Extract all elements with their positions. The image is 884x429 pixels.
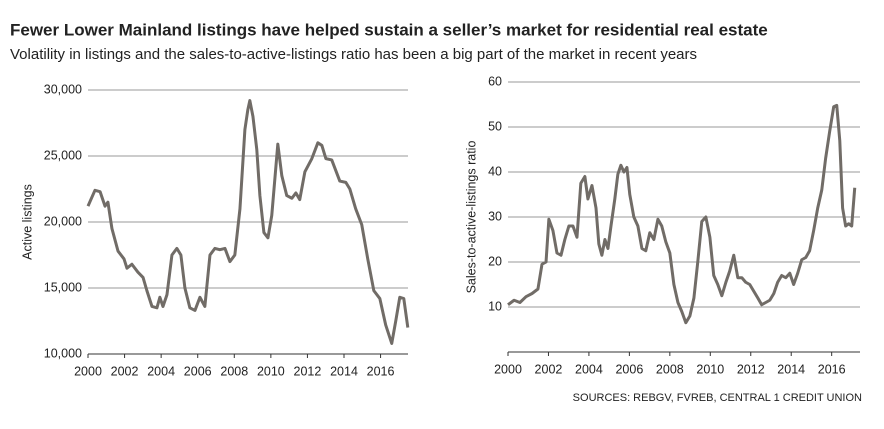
data-line <box>86 99 410 345</box>
y-tick-label: 15,000 <box>44 280 82 294</box>
x-tick-label: 2016 <box>367 364 395 378</box>
y-tick-label: 20 <box>488 254 502 268</box>
y-axis-label: Sales-to-active-listings ratio <box>464 141 478 294</box>
source: SOURCES: REBGV, FVREB, CENTRAL 1 CREDIT … <box>573 392 862 404</box>
y-tick-label: 30,000 <box>44 82 82 96</box>
title: Fewer Lower Mainland listings have helpe… <box>10 20 768 39</box>
y-tick-label: 25,000 <box>44 148 82 162</box>
x-tick-label: 2010 <box>257 364 285 378</box>
x-tick-label: 2014 <box>330 364 358 378</box>
y-tick-label: 10,000 <box>44 346 82 360</box>
x-tick-label: 2014 <box>777 362 805 376</box>
x-tick-label: 2016 <box>818 362 846 376</box>
y-tick-label: 40 <box>488 164 502 178</box>
x-tick-label: 2008 <box>656 362 684 376</box>
x-tick-label: 2008 <box>220 364 248 378</box>
y-tick-label: 50 <box>488 119 502 133</box>
y-tick-label: 20,000 <box>44 214 82 228</box>
subtitle: Volatility in listings and the sales-to-… <box>10 46 697 63</box>
x-tick-label: 2012 <box>737 362 765 376</box>
x-tick-label: 2002 <box>535 362 563 376</box>
y-tick-label: 60 <box>488 74 502 88</box>
y-axis-label: Active listings <box>20 184 34 260</box>
x-tick-label: 2004 <box>147 364 175 378</box>
x-tick-label: 2010 <box>696 362 724 376</box>
x-tick-label: 2006 <box>184 364 212 378</box>
y-tick-label: 30 <box>488 209 502 223</box>
x-tick-label: 2000 <box>494 362 522 376</box>
x-tick-label: 2006 <box>615 362 643 376</box>
x-tick-label: 2004 <box>575 362 603 376</box>
y-tick-label: 10 <box>488 299 502 313</box>
data-line <box>507 103 857 325</box>
x-tick-label: 2012 <box>294 364 322 378</box>
x-tick-label: 2002 <box>111 364 139 378</box>
x-tick-label: 2000 <box>74 364 102 378</box>
